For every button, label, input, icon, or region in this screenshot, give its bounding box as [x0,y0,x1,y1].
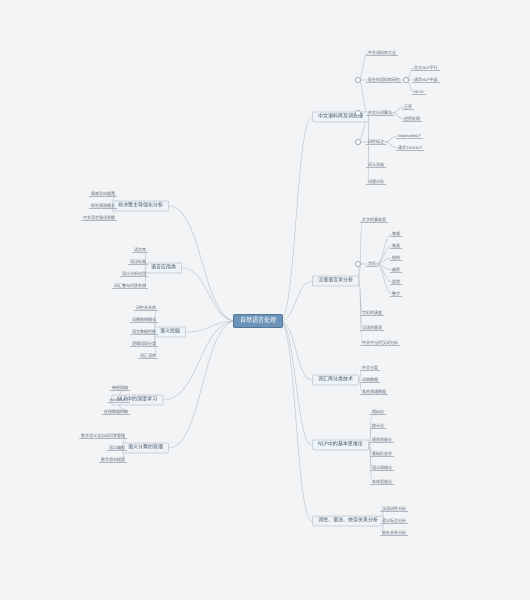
branch-node: 词汇库分类技术 [312,375,359,386]
leaf-node: 清华THUNLP [398,146,422,150]
mindmap: 自然语言处理中文语料库及词处理汉语语言学分析词汇库分类技术NLP中的基本思维论词… [0,0,530,600]
leaf-node: 语义编程 [109,446,125,450]
leaf-node: 字形的演变 [362,311,382,315]
leaf-node: 部首 [392,280,400,284]
branch-node: NLP中的基本思维论 [312,440,369,451]
branch-node: 汉语语言学分析 [312,276,359,287]
leaf-node: 中文分词算法 [368,111,392,115]
leaf-node: 词汇整句问答系统 [114,284,146,288]
leaf-node: 相似论 [372,410,384,414]
leaf-node: 正序 [404,105,412,109]
leaf-node: 清华NLP中英 [414,78,438,82]
leaf-node: 其他领域数据 [362,390,386,394]
leaf-node: 整字 [392,292,400,296]
leaf-node: 结构 [392,256,400,260]
leaf-node: NLTK [414,90,424,94]
leaf-node: 词牌格律模式 [132,318,156,322]
leaf-node: 词汇语库 [140,354,156,358]
leaf-node: 中文语料库大全 [368,51,396,55]
expand-bullet [355,110,361,116]
leaf-node: 北大NLP平行 [414,66,438,70]
leaf-node: 语义分析应用 [122,272,146,276]
leaf-node: 逻辑语境分类 [132,342,156,346]
leaf-node: 汉语词性分析 [382,507,406,511]
branch-node: 词性、语法、依存关系分析 [312,516,384,527]
leaf-node: 语义网络论 [372,466,392,470]
expand-bullet [355,261,361,267]
leaf-node: 词性关系库 [136,306,156,310]
expand-bullet [403,77,409,83]
leaf-node: Word2Vec [110,398,128,402]
leaf-node: 依存关系分析 [382,531,406,535]
leaf-node: 基础形态学 [372,452,392,456]
branch-node: 语义计算的管理 [122,443,169,454]
leaf-node: 规则思维论 [372,438,392,442]
leaf-node: 神经网络 [112,386,128,390]
leaf-node: 文字的基础类 [362,218,386,222]
branch-node: 非决策主导强化分析 [112,201,169,212]
leaf-node: 语言数据挖掘 [132,330,156,334]
expand-bullet [355,77,361,83]
leaf-node: 笔顺 [392,232,400,236]
leaf-node: 现在的语料库研究 [368,78,400,82]
leaf-node: 探究预测模式 [91,204,115,208]
leaf-node: 词典数据 [362,378,378,382]
leaf-node: 笔画 [392,244,400,248]
leaf-node: 词义消歧 [368,163,384,167]
leaf-node: 词频分析 [368,180,384,184]
leaf-node: 数字语句搜索 [101,458,125,462]
leaf-node: 逆序处理 [404,117,420,121]
leaf-node: 中文分类 [362,366,378,370]
branch-node: 语义挖掘 [154,327,186,338]
leaf-node: StanfordNLP [398,134,421,138]
leaf-node: 数字语义全自动问答管理 [81,434,125,438]
leaf-node: 语义标注分析 [382,519,406,523]
leaf-node: 本体思维论 [372,480,392,484]
branch-node: 语言应用类 [145,263,182,274]
root-node: 自然语言处理 [233,314,283,328]
leaf-node: 统计论 [372,424,384,428]
expand-bullet [355,139,361,145]
leaf-node: 词性标注 [368,140,384,144]
leaf-node: 语法标准 [130,260,146,264]
leaf-node: 汉语的意境 [362,326,382,330]
leaf-node: 情感导向顺置 [91,192,115,196]
leaf-node: 字形 [368,262,376,266]
leaf-node: 偏旁 [392,268,400,272]
edge-layer [0,0,530,600]
leaf-node: 中文中当代汉词分析 [362,341,398,345]
leaf-node: 在线数据抓取 [104,410,128,414]
leaf-node: 中文语言强化智能 [83,216,115,220]
leaf-node: 语言库 [134,248,146,252]
